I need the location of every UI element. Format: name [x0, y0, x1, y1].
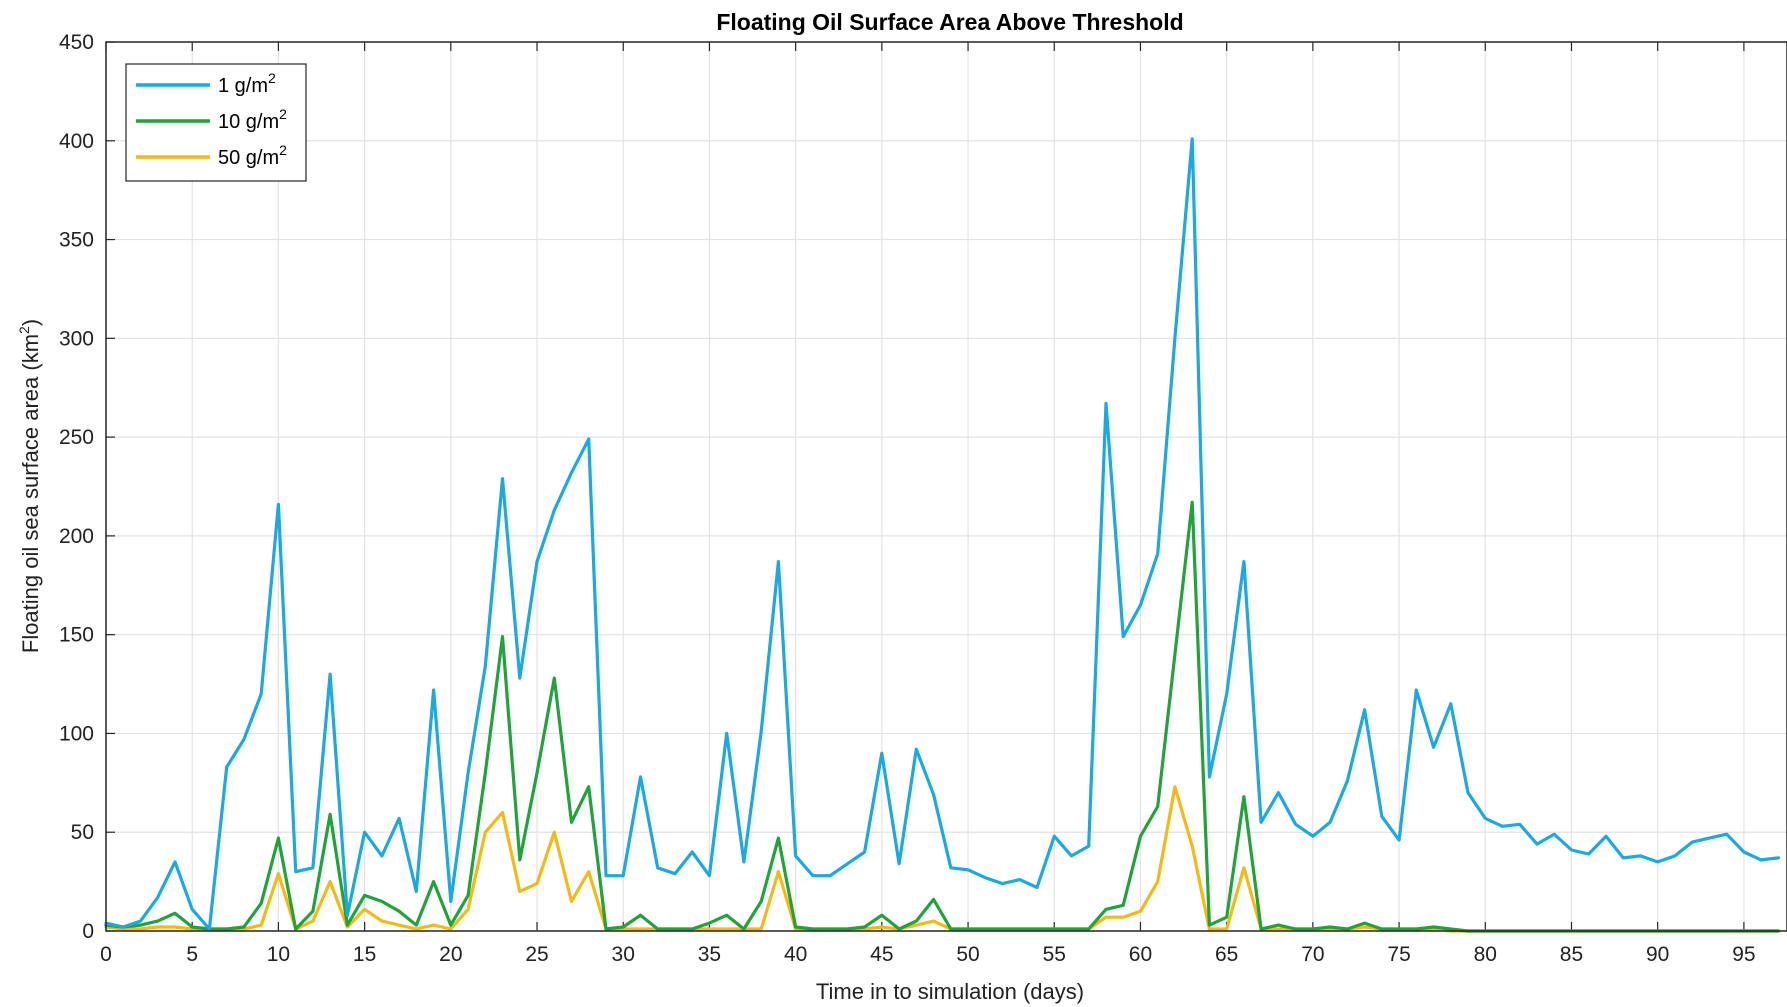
x-tick-label: 50 [956, 943, 979, 966]
y-tick-label: 250 [59, 426, 94, 449]
legend-entry-sup: 2 [279, 106, 287, 122]
y-tick-label: 200 [59, 525, 94, 548]
series-line-0 [104, 137, 1781, 931]
legend-entry-2: 50 g/m2 [218, 142, 287, 169]
x-tick-label: 10 [267, 943, 290, 966]
legend-entry-1: 10 g/m2 [218, 106, 287, 133]
x-tick-label: 85 [1560, 943, 1583, 966]
y-tick-label: 150 [59, 624, 94, 647]
x-tick-label: 45 [870, 943, 893, 966]
x-tick-label: 80 [1474, 943, 1497, 966]
x-tick-label: 20 [439, 943, 462, 966]
grid [105, 41, 1787, 932]
x-tick-label: 35 [698, 943, 721, 966]
y-axis-title: Floating oil sea surface area (km2) [16, 319, 43, 653]
x-tick-label: 75 [1387, 943, 1410, 966]
x-tick-label: 25 [525, 943, 548, 966]
y-axis-title-close: ) [18, 319, 43, 326]
chart-title: Floating Oil Surface Area Above Threshol… [716, 9, 1183, 35]
legend-entry-main: 50 g/m [218, 147, 279, 169]
y-tick-label: 400 [59, 130, 94, 153]
legend-entry-main: 10 g/m [218, 111, 279, 133]
y-tick-label: 300 [59, 327, 94, 350]
y-tick-label: 0 [82, 920, 94, 943]
legend-entry-main: 1 g/m [218, 75, 268, 97]
x-tick-label: 0 [100, 943, 112, 966]
x-tick-label: 15 [353, 943, 376, 966]
x-tick-label: 70 [1301, 943, 1324, 966]
legend-entry-sup: 2 [279, 142, 287, 158]
y-tick-label: 350 [59, 229, 94, 252]
x-tick-label: 95 [1732, 943, 1755, 966]
x-tick-label: 60 [1129, 943, 1152, 966]
y-tick-label: 50 [71, 821, 94, 844]
y-axis-title-main: Floating oil sea surface area (km [18, 334, 43, 653]
x-tick-label: 5 [186, 943, 198, 966]
y-tick-label: 450 [59, 31, 94, 54]
x-tick-label: 30 [612, 943, 635, 966]
x-tick-label: 65 [1215, 943, 1238, 966]
legend-entry-sup: 2 [268, 70, 276, 86]
x-tick-label: 55 [1043, 943, 1066, 966]
x-tick-label: 90 [1646, 943, 1669, 966]
y-tick-label: 100 [59, 722, 94, 745]
y-tick-labels: 0 50 100 150 200 250 300 350 400 450 [59, 31, 94, 943]
x-tick-labels: 0 5 10 15 20 25 30 35 40 45 50 55 60 65 70 75 80 85 90 95 [100, 943, 1755, 966]
y-axis-title-sup: 2 [16, 326, 32, 334]
legend-entry-0: 1 g/m2 [218, 70, 276, 97]
x-axis-title: Time in to simulation (days) [816, 979, 1084, 1004]
plot-area-frame [105, 41, 1787, 932]
x-tick-label: 40 [784, 943, 807, 966]
